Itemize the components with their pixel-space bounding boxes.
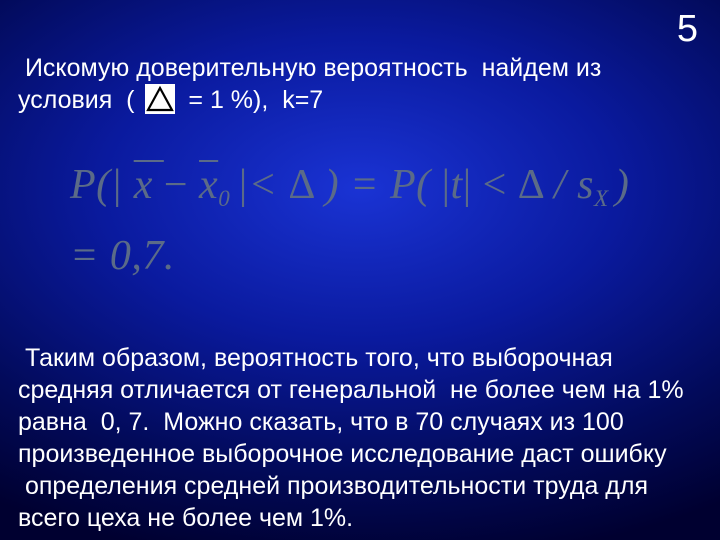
f-delta2: Δ (518, 162, 554, 208)
f-delta1: Δ (288, 162, 324, 208)
f-eq-P: ) = P( (325, 162, 442, 208)
f-lt: < (472, 162, 518, 208)
f-absL: | (442, 162, 451, 208)
formula-line-1: P(| x − x0 |< Δ ) = P( |t| < Δ / sX ) (70, 153, 629, 218)
f-absR: | (463, 162, 472, 208)
formula-line-2: = 0,7. (70, 224, 629, 289)
f-subx: X (594, 185, 615, 211)
f-xbar: x (134, 162, 164, 208)
conclusion-paragraph: Таким образом, вероятность того, что выб… (18, 342, 700, 534)
delta-icon (145, 84, 175, 122)
f-minus: − (164, 162, 199, 208)
f-close: ) (615, 162, 630, 208)
f-sub0: 0 (218, 185, 236, 211)
para1-text-b: = 1 %), k=7 (188, 86, 323, 114)
f-P-open: P(| (70, 162, 134, 208)
formula-block: P(| x − x0 |< Δ ) = P( |t| < Δ / sX ) = … (70, 153, 629, 289)
slide-number: 5 (677, 8, 698, 51)
f-x0bar: x (199, 162, 218, 208)
f-close-lt: |< (237, 162, 289, 208)
f-t: t (451, 162, 463, 208)
intro-paragraph: Искомую доверительную вероятность найдем… (18, 52, 690, 122)
f-slash-s: / s (554, 162, 594, 208)
